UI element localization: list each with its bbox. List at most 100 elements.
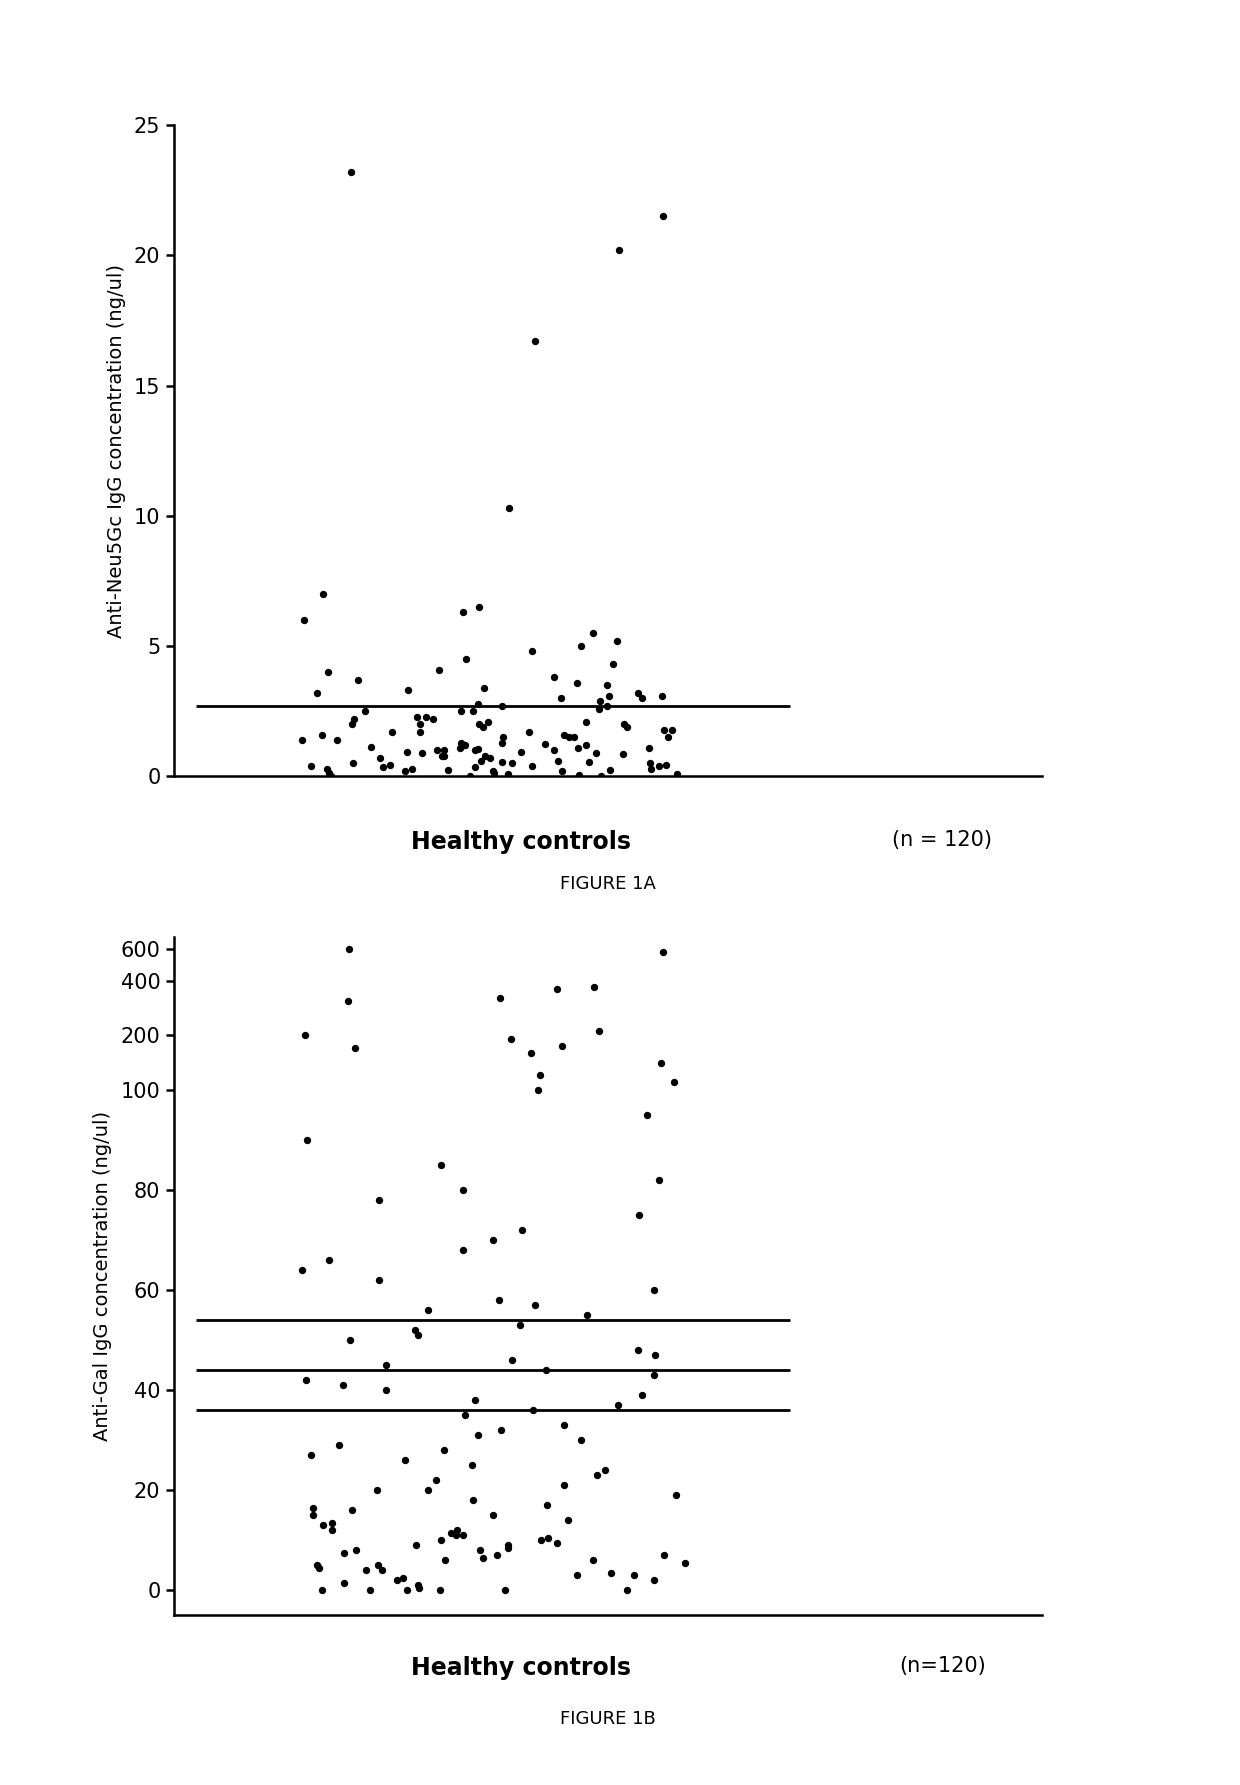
Point (589, 694, 609, 723)
Point (430, 1576, 450, 1605)
Point (675, 1549, 694, 1578)
Point (454, 1175, 474, 1203)
Point (308, 678, 327, 707)
Point (558, 1507, 578, 1535)
Point (339, 987, 358, 1016)
Point (492, 728, 512, 757)
Point (467, 1421, 487, 1449)
Point (314, 1510, 334, 1539)
Point (367, 1476, 387, 1505)
Point (490, 984, 510, 1012)
Point (438, 755, 458, 784)
Point (460, 762, 480, 791)
Point (644, 1565, 663, 1594)
Point (394, 1446, 414, 1474)
Point (301, 1440, 321, 1469)
Point (665, 1067, 684, 1096)
Point (577, 1301, 596, 1330)
Point (345, 1034, 365, 1062)
Point (387, 1565, 407, 1594)
Point (465, 1385, 485, 1414)
Point (490, 1285, 510, 1314)
Point (340, 935, 360, 964)
Point (608, 1391, 627, 1419)
Point (398, 737, 418, 766)
Point (624, 1562, 644, 1590)
Point (584, 619, 604, 648)
Point (501, 1025, 521, 1053)
Point (317, 755, 337, 784)
Point (332, 1371, 352, 1399)
Point (510, 1310, 529, 1339)
Point (598, 693, 618, 721)
Point (341, 1326, 361, 1355)
Point (572, 632, 591, 660)
Point (653, 202, 673, 230)
Text: (n = 120): (n = 120) (893, 830, 992, 850)
Point (376, 1376, 396, 1405)
Point (398, 677, 418, 705)
Point (376, 1351, 396, 1380)
Point (293, 726, 312, 755)
Point (321, 762, 341, 791)
Text: Healthy controls: Healthy controls (410, 1656, 631, 1680)
Point (598, 671, 618, 700)
Point (427, 735, 446, 764)
Point (595, 1457, 615, 1485)
Point (329, 1432, 348, 1460)
Point (368, 1551, 388, 1580)
Point (469, 710, 489, 739)
Point (655, 1540, 675, 1569)
Point (454, 730, 474, 759)
Point (435, 1546, 455, 1574)
Point (451, 698, 471, 726)
Point (551, 684, 570, 712)
Point (484, 1501, 503, 1530)
Point (666, 1482, 686, 1510)
Point (372, 1557, 392, 1585)
Point (296, 1366, 316, 1394)
Point (538, 1524, 558, 1553)
Point (319, 659, 339, 687)
Point (627, 678, 647, 707)
Point (606, 627, 626, 655)
Point (371, 744, 391, 773)
Point (410, 718, 430, 746)
Point (554, 1471, 574, 1499)
Point (322, 1515, 342, 1544)
Point (547, 975, 567, 1003)
Point (342, 710, 362, 739)
Point (544, 664, 564, 693)
Point (522, 637, 542, 666)
Text: FIGURE 1A: FIGURE 1A (559, 875, 656, 892)
Point (464, 698, 484, 726)
Point (652, 682, 672, 710)
Point (321, 1508, 341, 1537)
Point (554, 1410, 574, 1439)
Point (641, 755, 661, 784)
Point (604, 650, 624, 678)
Point (630, 1201, 650, 1230)
Point (394, 757, 414, 785)
Point (450, 734, 470, 762)
Point (361, 1576, 381, 1605)
Point (341, 157, 361, 186)
Point (455, 1401, 475, 1430)
Point (587, 739, 606, 768)
Point (451, 728, 471, 757)
Point (409, 1574, 429, 1603)
Point (570, 1426, 590, 1455)
Point (584, 1546, 604, 1574)
Point (491, 1416, 511, 1444)
Point (552, 757, 572, 785)
Point (588, 1460, 608, 1489)
Point (618, 1576, 637, 1605)
Point (356, 1557, 376, 1585)
Point (640, 734, 660, 762)
Point (511, 737, 531, 766)
Point (645, 1341, 665, 1369)
Point (567, 668, 587, 696)
Point (548, 746, 568, 775)
Point (577, 707, 596, 735)
Point (591, 762, 611, 791)
